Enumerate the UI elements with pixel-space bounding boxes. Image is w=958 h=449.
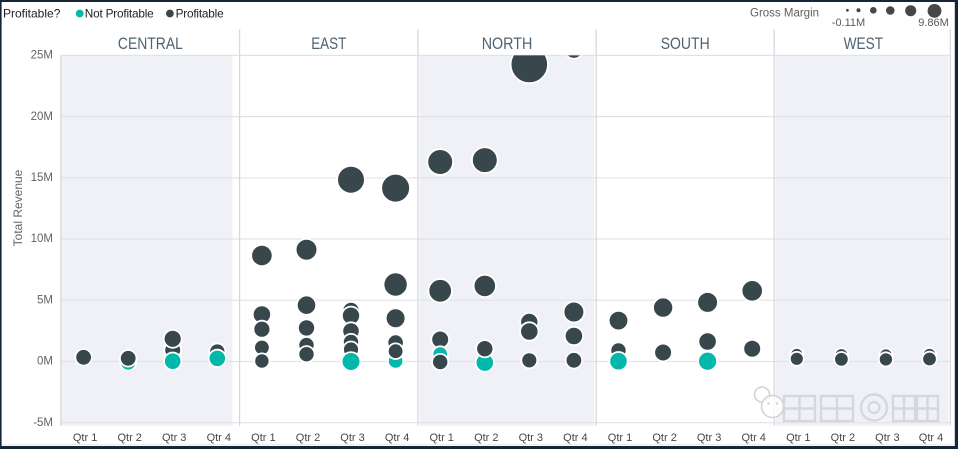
svg-text:-5M: -5M — [33, 417, 53, 429]
svg-text:20M: 20M — [31, 111, 53, 123]
svg-text:Qtr 1: Qtr 1 — [786, 432, 810, 444]
svg-text:Qtr 3: Qtr 3 — [519, 432, 543, 444]
svg-text:Qtr 2: Qtr 2 — [831, 432, 855, 444]
svg-text:SOUTH: SOUTH — [661, 35, 710, 53]
svg-text:Qtr 4: Qtr 4 — [563, 432, 587, 444]
svg-text:-0.11M: -0.11M — [832, 17, 865, 29]
svg-text:Qtr 2: Qtr 2 — [117, 432, 141, 444]
svg-text:Total Revenue: Total Revenue — [11, 169, 25, 246]
svg-text:Qtr 3: Qtr 3 — [162, 432, 186, 444]
svg-text:10M: 10M — [31, 233, 53, 245]
svg-text:Qtr 1: Qtr 1 — [73, 432, 97, 444]
svg-text:Qtr 1: Qtr 1 — [608, 432, 632, 444]
svg-text:CENTRAL: CENTRAL — [118, 35, 183, 53]
svg-text:Qtr 4: Qtr 4 — [385, 432, 409, 444]
svg-text:Qtr 3: Qtr 3 — [875, 432, 899, 444]
svg-text:0M: 0M — [37, 356, 53, 368]
svg-text:5M: 5M — [37, 294, 53, 306]
svg-text:Qtr 4: Qtr 4 — [207, 432, 231, 444]
svg-text:15M: 15M — [31, 172, 53, 184]
svg-text:Qtr 3: Qtr 3 — [697, 432, 721, 444]
svg-text:NORTH: NORTH — [482, 35, 533, 53]
svg-text:Profitable: Profitable — [176, 7, 224, 21]
svg-text:25M: 25M — [31, 50, 53, 62]
svg-text:Qtr 1: Qtr 1 — [251, 432, 275, 444]
svg-text:Qtr 2: Qtr 2 — [296, 432, 320, 444]
svg-text:Qtr 4: Qtr 4 — [919, 432, 943, 444]
svg-text:EAST: EAST — [311, 35, 346, 53]
svg-text:Gross Margin: Gross Margin — [750, 8, 819, 20]
svg-text:Qtr 4: Qtr 4 — [741, 432, 765, 444]
svg-text:Not Profitable: Not Profitable — [85, 7, 154, 21]
svg-text:Qtr 1: Qtr 1 — [429, 432, 453, 444]
svg-text:Qtr 2: Qtr 2 — [652, 432, 676, 444]
svg-text:WEST: WEST — [844, 35, 884, 53]
svg-text:Qtr 3: Qtr 3 — [340, 432, 364, 444]
svg-text:Profitable?: Profitable? — [3, 7, 61, 21]
svg-text:Qtr 2: Qtr 2 — [474, 432, 498, 444]
svg-text:9.86M: 9.86M — [918, 17, 949, 29]
